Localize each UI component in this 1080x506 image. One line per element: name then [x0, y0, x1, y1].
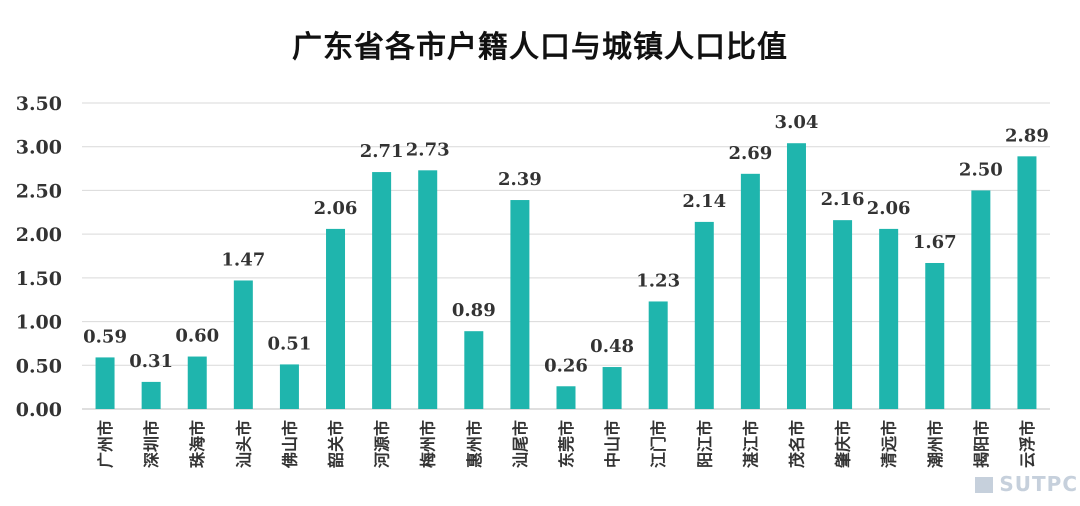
data-label: 1.47 — [221, 249, 265, 270]
bar — [464, 331, 484, 409]
bar — [971, 190, 991, 409]
x-tick-label: 湛江市 — [741, 420, 760, 468]
data-label: 2.06 — [314, 198, 358, 219]
y-tick-label: 3.00 — [16, 137, 62, 159]
data-label: 0.89 — [452, 300, 496, 321]
y-tick-label: 1.50 — [16, 268, 62, 290]
x-tick-label: 惠州市 — [465, 420, 484, 468]
bar — [326, 228, 346, 409]
bar — [372, 172, 392, 409]
x-tick-label: 肇庆市 — [834, 420, 853, 469]
bar — [95, 357, 115, 409]
data-label: 1.23 — [636, 270, 680, 291]
x-tick-label: 中山市 — [603, 420, 622, 468]
bar — [510, 200, 530, 409]
x-tick-label: 清远市 — [880, 420, 899, 468]
watermark-text: SUTPC — [999, 472, 1078, 496]
x-tick-label: 广州市 — [96, 420, 115, 468]
bar — [1017, 156, 1037, 409]
data-label: 0.59 — [83, 326, 127, 347]
bar — [187, 356, 207, 409]
data-label: 2.16 — [821, 189, 865, 210]
bar — [925, 262, 945, 409]
bar — [141, 381, 161, 409]
bar — [740, 173, 760, 409]
data-label: 0.48 — [590, 336, 634, 357]
bar — [786, 143, 806, 409]
data-label: 2.73 — [406, 139, 450, 160]
x-tick-label: 揭阳市 — [972, 420, 991, 468]
bar — [556, 386, 576, 409]
x-tick-label: 茂名市 — [787, 420, 806, 468]
data-label: 2.06 — [867, 198, 911, 219]
x-tick-label: 汕头市 — [234, 420, 253, 468]
data-label: 0.31 — [129, 351, 173, 372]
y-tick-label: 2.50 — [16, 180, 62, 202]
bar — [694, 221, 714, 409]
bar — [648, 301, 668, 409]
chart-title: 广东省各市户籍人口与城镇人口比值 — [292, 30, 788, 65]
bar — [833, 220, 853, 409]
y-tick-label: 3.50 — [16, 93, 62, 115]
watermark: SUTPC — [975, 472, 1078, 496]
data-label: 3.04 — [775, 112, 819, 133]
logo-icon — [975, 477, 994, 493]
x-tick-label: 韶关市 — [327, 420, 346, 468]
data-label: 2.89 — [1005, 125, 1049, 146]
x-tick-label: 潮州市 — [926, 420, 945, 468]
x-tick-label: 深圳市 — [142, 420, 161, 468]
data-label: 0.51 — [268, 333, 312, 354]
bar — [418, 170, 438, 409]
y-tick-label: 0.00 — [16, 399, 62, 421]
data-label: 2.39 — [498, 169, 542, 190]
data-label: 0.60 — [175, 326, 219, 347]
bar — [279, 364, 299, 409]
bar — [233, 280, 253, 409]
x-tick-label: 东莞市 — [557, 420, 576, 468]
data-label: 0.26 — [544, 355, 588, 376]
x-tick-label: 云浮市 — [1018, 420, 1037, 468]
data-label: 2.50 — [959, 159, 1003, 180]
y-tick-label: 0.50 — [16, 355, 62, 377]
data-label: 1.67 — [913, 232, 957, 253]
data-label: 2.14 — [682, 191, 726, 212]
bar — [602, 367, 622, 409]
y-tick-label: 1.00 — [16, 312, 62, 334]
x-tick-label: 河源市 — [373, 420, 392, 468]
x-tick-label: 珠海市 — [188, 420, 207, 468]
x-tick-label: 江门市 — [649, 420, 668, 468]
data-label: 2.71 — [360, 141, 404, 162]
x-tick-label: 汕尾市 — [511, 420, 530, 468]
x-tick-label: 梅州市 — [419, 420, 438, 468]
x-tick-label: 佛山市 — [280, 420, 299, 469]
data-label: 2.69 — [728, 143, 772, 164]
y-tick-label: 2.00 — [16, 224, 62, 246]
bar — [879, 228, 899, 409]
x-tick-label: 阳江市 — [695, 420, 714, 468]
